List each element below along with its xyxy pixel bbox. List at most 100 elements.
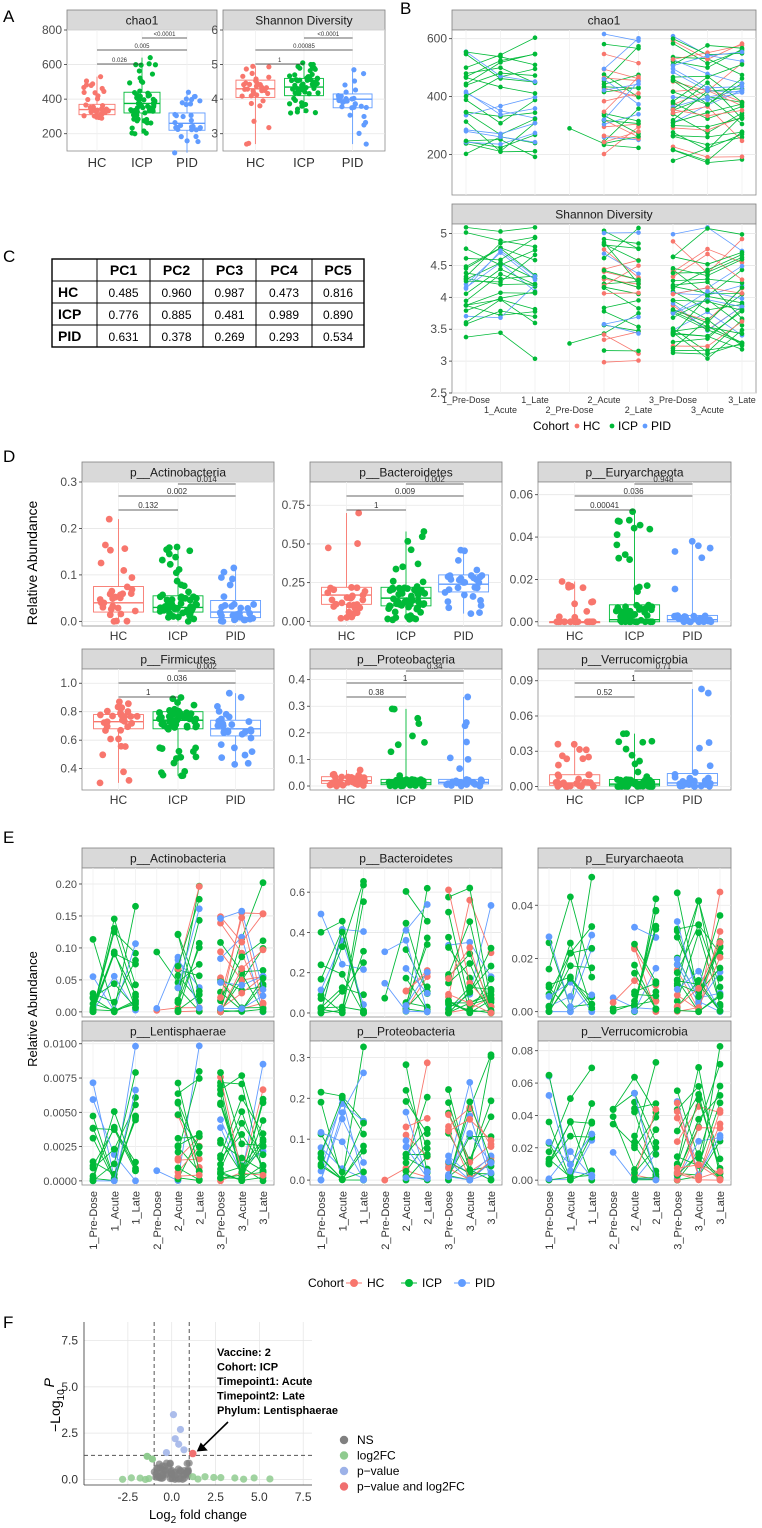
- data-point: [670, 285, 676, 291]
- data-point: [463, 110, 469, 115]
- data-point: [238, 1080, 246, 1088]
- y-tick-label: 0.0075: [43, 1073, 77, 1085]
- data-point: [695, 976, 703, 984]
- data-point: [238, 1154, 246, 1162]
- y-axis-title-subscript: 10: [56, 1389, 67, 1401]
- series-line: [634, 1093, 657, 1181]
- data-point: [350, 610, 357, 618]
- data-point: [97, 74, 104, 80]
- y-tick-label: 2.5: [61, 1426, 78, 1440]
- data-point: [259, 879, 267, 887]
- data-point: [132, 997, 139, 1005]
- data-point: [739, 308, 745, 313]
- data-point: [556, 618, 564, 626]
- data-point: [89, 1134, 97, 1142]
- data-point: [636, 298, 641, 303]
- data-point: [146, 105, 153, 111]
- data-point: [188, 117, 194, 124]
- y-tick-label: 600: [427, 32, 447, 46]
- data-point: [636, 258, 641, 263]
- data-point: [360, 928, 367, 935]
- data-point: [445, 1000, 452, 1008]
- data-point: [705, 324, 710, 329]
- series-line: [603, 136, 639, 141]
- data-point: [218, 754, 226, 762]
- data-point: [175, 711, 183, 719]
- table-cell: 0.631: [108, 330, 138, 344]
- data-point: [716, 953, 724, 961]
- data-point: [179, 609, 187, 617]
- series-line: [634, 1101, 657, 1155]
- data-point: [165, 550, 173, 558]
- data-point: [110, 1160, 118, 1168]
- data-point: [571, 600, 579, 608]
- data-point: [241, 616, 249, 624]
- data-point: [238, 989, 246, 997]
- y-tick-label: 4: [211, 92, 218, 106]
- data-point-log2fc: [118, 1475, 127, 1483]
- data-point: [445, 1009, 452, 1017]
- data-point: [217, 1174, 224, 1182]
- data-point: [615, 738, 623, 746]
- data-point: [463, 97, 469, 103]
- data-point: [705, 333, 710, 339]
- data-point: [360, 1159, 367, 1166]
- data-point: [402, 1002, 410, 1009]
- y-tick-label: 0.02: [510, 572, 534, 586]
- data-point: [567, 618, 574, 626]
- data-point: [478, 777, 485, 785]
- data-point: [402, 1137, 410, 1145]
- data-point: [445, 908, 452, 916]
- data-point: [487, 1051, 495, 1059]
- data-point: [670, 41, 676, 46]
- data-point: [670, 130, 676, 135]
- series-line: [634, 1117, 657, 1149]
- data-point: [739, 104, 745, 109]
- data-point: [338, 960, 346, 968]
- data-point: [317, 995, 325, 1002]
- data-point: [631, 1174, 638, 1182]
- data-point: [347, 112, 353, 118]
- data-point: [238, 981, 246, 989]
- data-point: [476, 609, 483, 617]
- data-point: [217, 1004, 224, 1012]
- y-tick-label: 0.00: [510, 779, 534, 793]
- data-point: [555, 773, 563, 780]
- data-point: [673, 991, 681, 999]
- y-tick-label: 0.2: [290, 1093, 305, 1105]
- legend-item: log2FC: [357, 1449, 396, 1463]
- x-tick-label: ICP: [293, 155, 315, 170]
- data-point-log2fc: [266, 1475, 274, 1483]
- data-point: [739, 257, 745, 262]
- data-point: [360, 878, 367, 885]
- data-point: [314, 75, 320, 81]
- data-point: [640, 778, 648, 785]
- data-point: [462, 719, 470, 726]
- data-point: [423, 901, 431, 908]
- data-point: [498, 290, 503, 296]
- data-point: [673, 955, 681, 963]
- data-point: [386, 782, 394, 790]
- data-point: [614, 517, 622, 525]
- data-point: [609, 1148, 617, 1156]
- data-point: [545, 993, 553, 1000]
- data-point: [114, 604, 122, 612]
- data-point: [643, 582, 651, 590]
- data-point: [716, 974, 724, 982]
- data-point: [706, 544, 714, 552]
- data-point: [238, 976, 246, 984]
- data-point: [239, 93, 245, 99]
- data-point: [317, 1154, 325, 1162]
- data-point: [673, 889, 681, 897]
- data-point: [498, 70, 503, 76]
- series-line: [405, 949, 428, 992]
- data-point: [614, 776, 621, 783]
- data-point: [405, 778, 413, 786]
- data-point: [99, 106, 105, 112]
- data-point: [487, 1097, 495, 1105]
- data-point: [615, 554, 623, 562]
- x-tick-label: 1_Late: [131, 1191, 143, 1225]
- data-point: [134, 118, 140, 124]
- data-point: [96, 711, 104, 719]
- y-tick-label: 5.0: [61, 1380, 78, 1394]
